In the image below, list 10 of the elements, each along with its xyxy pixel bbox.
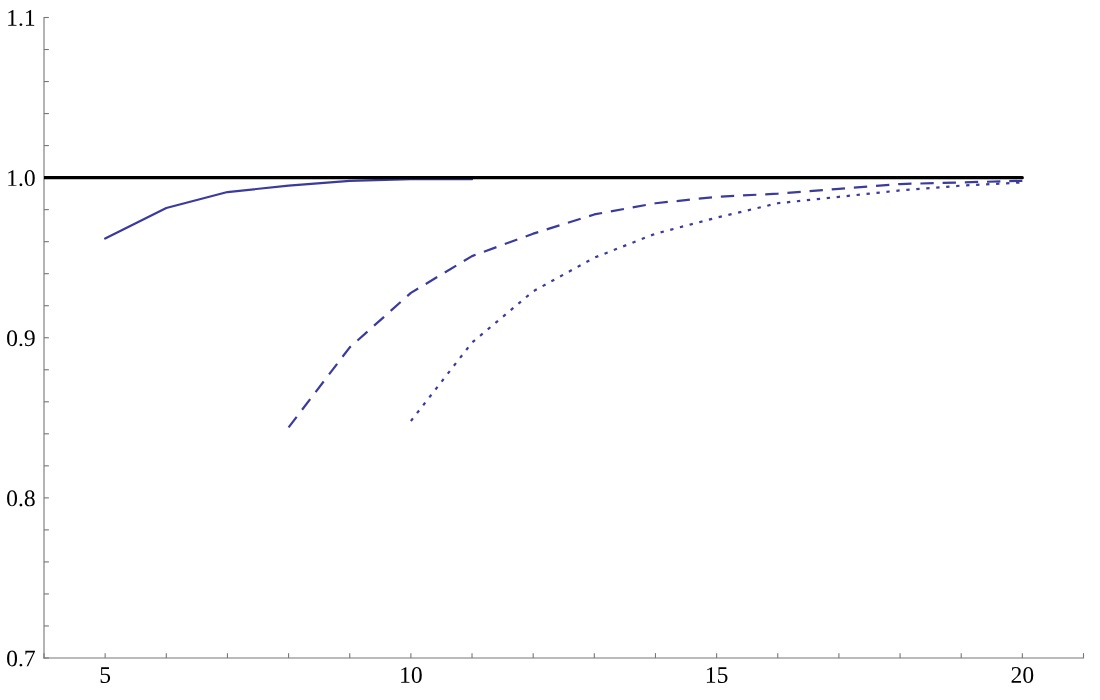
x-tick-label: 5 <box>100 667 111 683</box>
x-tick-label: 10 <box>401 667 422 683</box>
line-series <box>104 178 474 240</box>
y-tick-label: 0.7 <box>7 650 35 667</box>
x-tick-label: 20 <box>1011 667 1034 683</box>
y-tick-label: 0.9 <box>7 330 35 347</box>
y-tick-label: 0.8 <box>7 490 35 507</box>
x-tick-label: 15 <box>706 667 728 683</box>
y-tick-label: 1.1 <box>8 10 35 27</box>
y-tick-label: 1.0 <box>8 170 35 187</box>
